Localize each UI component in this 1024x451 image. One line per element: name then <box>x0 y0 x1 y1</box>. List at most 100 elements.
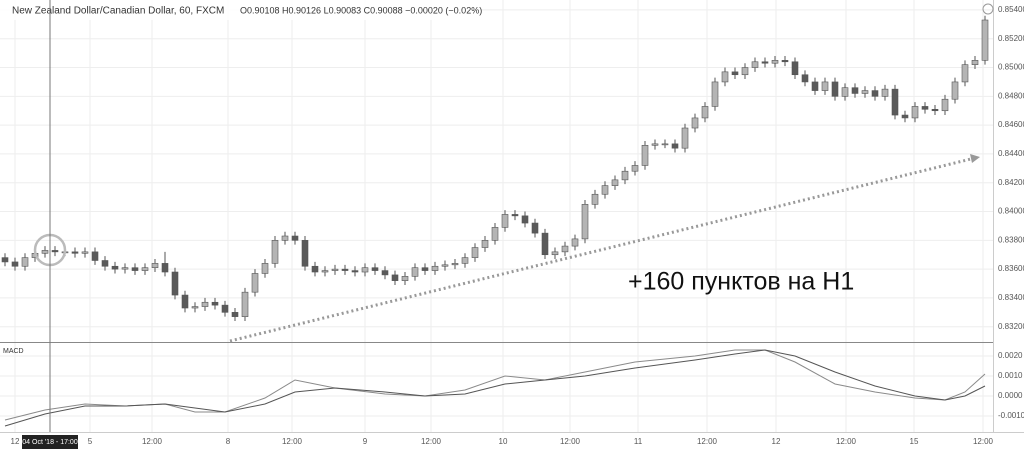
candle-body <box>341 268 349 271</box>
x-tick-label: 9 <box>363 437 368 446</box>
candle-body <box>621 170 629 181</box>
candle-body <box>141 267 149 271</box>
candle-body <box>1 257 9 263</box>
candle-body <box>71 251 79 254</box>
candle-body <box>841 87 849 97</box>
candle-body <box>551 251 559 256</box>
candle-body <box>781 60 789 63</box>
candle-body <box>441 264 449 267</box>
candle-body <box>971 60 979 65</box>
candle-body <box>171 271 179 296</box>
indicator-line <box>4 349 986 427</box>
plot <box>1 15 989 427</box>
candle-body <box>461 257 469 264</box>
candle-body <box>331 268 339 271</box>
candle-body <box>211 301 219 306</box>
candle-body <box>231 312 239 317</box>
candle-body <box>891 88 899 116</box>
crosshair-label-bg <box>22 435 78 449</box>
candle-body <box>801 74 809 83</box>
x-tick-label: 12:00 <box>282 437 303 446</box>
candle-body <box>241 291 249 317</box>
annotation: +160 пунктов на H1 <box>628 268 854 296</box>
candle-body <box>381 270 389 276</box>
candle-body <box>541 232 549 256</box>
candle-body <box>151 263 159 268</box>
y-tick-label: 0.0000 <box>998 391 1023 400</box>
candle-body <box>861 90 869 94</box>
candle-body <box>641 144 649 166</box>
x-tick-label: 5 <box>88 437 93 446</box>
candle-body <box>161 263 169 273</box>
indicator-line <box>4 349 986 421</box>
candle-body <box>411 267 419 277</box>
candle-body <box>961 64 969 83</box>
candle-body <box>681 127 689 149</box>
candle-body <box>791 61 799 76</box>
candle-body <box>501 214 509 228</box>
candle-body <box>571 238 579 247</box>
candle-body <box>11 261 19 267</box>
candle-body <box>101 260 109 267</box>
candle-body <box>661 143 669 146</box>
x-tick-label: 12:00 <box>973 437 994 446</box>
candle-body <box>821 81 829 91</box>
candle-body <box>481 240 489 248</box>
candle-body <box>21 257 29 267</box>
candle-body <box>41 250 49 254</box>
arrow-head <box>970 154 980 163</box>
candle-body <box>981 19 989 61</box>
candle-body <box>521 215 529 224</box>
candle-body <box>191 306 199 309</box>
candle-body <box>691 117 699 129</box>
candle-body <box>651 143 659 146</box>
candle-body <box>361 267 369 273</box>
x-tick-label: 12:00 <box>421 437 442 446</box>
candle-body <box>811 81 819 91</box>
candle-body <box>561 245 569 253</box>
candle-body <box>871 90 879 97</box>
x-tick-label: 12 <box>11 437 20 446</box>
candle-body <box>761 61 769 64</box>
candle-body <box>591 193 599 205</box>
x-tick-label: 8 <box>226 437 231 446</box>
candle-body <box>371 267 379 271</box>
candle-body <box>471 247 479 258</box>
candle-body <box>451 263 459 266</box>
candle-body <box>311 265 319 273</box>
legend-bg <box>0 0 480 20</box>
candle-body <box>921 106 929 110</box>
candle-body <box>581 204 589 240</box>
x-tick-label: 12:00 <box>142 437 163 446</box>
candle-body <box>831 81 839 97</box>
candle-body <box>281 235 289 241</box>
candle-body <box>611 179 619 186</box>
candle-body <box>221 304 229 313</box>
candle-body <box>431 265 439 271</box>
candle-body <box>291 235 299 241</box>
x-tick-label: 12 <box>772 437 781 446</box>
y-tick-label: 0.0010 <box>998 371 1023 380</box>
candle-body <box>671 143 679 149</box>
candle-body <box>881 88 889 97</box>
info-icon[interactable] <box>982 3 994 15</box>
candle-body <box>631 165 639 172</box>
candle-body <box>131 267 139 271</box>
candle-body <box>121 267 129 270</box>
candle-body <box>931 108 939 112</box>
candle-body <box>81 251 89 254</box>
candle-body <box>851 87 859 94</box>
candle-body <box>91 251 99 261</box>
candle-body <box>401 276 409 281</box>
symbol-title: New Zealand Dollar/Canadian Dollar, 60, … <box>12 6 224 17</box>
